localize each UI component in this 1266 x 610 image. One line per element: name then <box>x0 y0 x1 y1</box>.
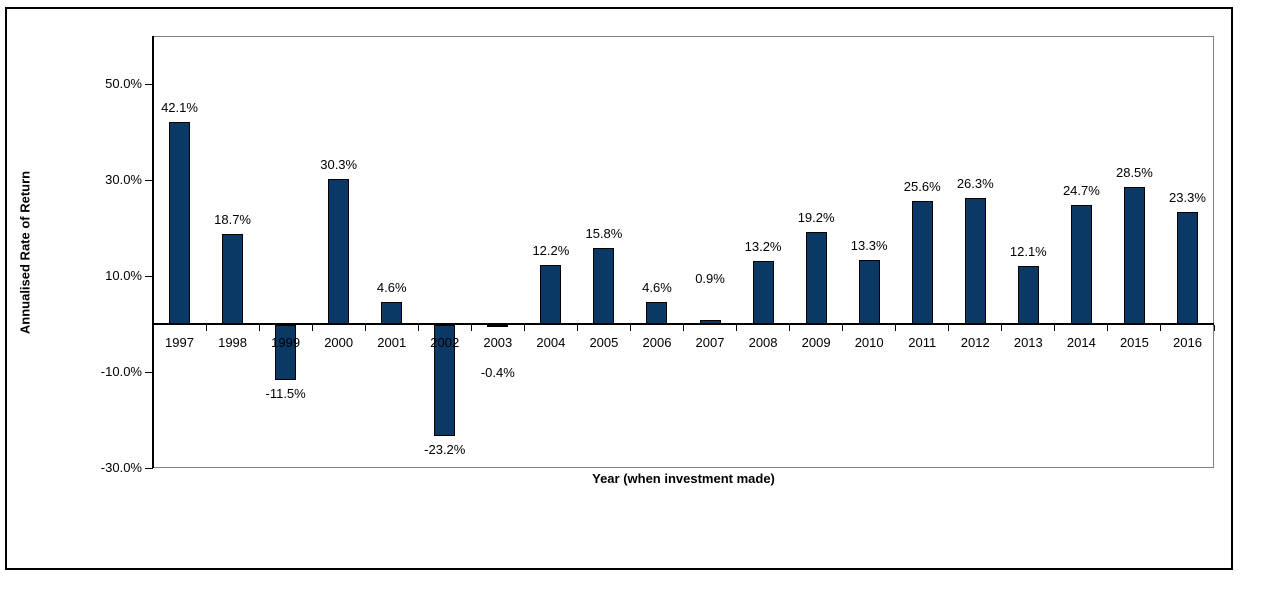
bar-1998 <box>222 234 244 324</box>
bar-2004 <box>540 265 562 324</box>
x-tick-mark <box>470 325 472 331</box>
x-tick-label-2014: 2014 <box>1066 335 1096 350</box>
x-tick-mark <box>311 325 313 331</box>
x-tick-label-2002: 2002 <box>430 335 460 350</box>
y-tick-label: -30.0% <box>100 460 142 475</box>
x-tick-label-1997: 1997 <box>165 335 194 350</box>
y-tick-label: 10.0% <box>105 268 142 283</box>
y-axis-title: Annualised Rate of Return <box>17 170 33 335</box>
x-tick-mark <box>683 325 684 331</box>
data-label-2007: 0.9% <box>695 271 725 286</box>
x-tick-label-2012: 2012 <box>960 335 990 350</box>
data-label-2005: 15.8% <box>585 226 623 241</box>
y-tick-mark <box>145 467 153 469</box>
data-label-2002: -23.2% <box>424 442 466 457</box>
data-label-2006: 4.6% <box>642 280 672 295</box>
bar-2012 <box>964 198 986 324</box>
x-tick-mark <box>629 325 631 331</box>
x-axis-line <box>153 323 1214 325</box>
bar-2009 <box>805 232 827 324</box>
x-tick-label-2016: 2016 <box>1173 335 1202 350</box>
x-axis-title: Year (when investment made) <box>592 471 775 486</box>
bar-2016 <box>1176 212 1198 324</box>
x-tick-label-2010: 2010 <box>854 335 884 350</box>
x-tick-label-2005: 2005 <box>589 335 619 350</box>
bar-2001 <box>381 302 403 324</box>
x-tick-mark <box>736 325 738 331</box>
bar-2002 <box>434 325 456 436</box>
x-tick-label-1999: 1999 <box>271 335 301 350</box>
x-tick-mark <box>1054 325 1056 331</box>
x-tick-mark <box>895 325 897 331</box>
x-tick-mark <box>948 325 950 331</box>
y-tick-mark <box>145 179 153 181</box>
data-label-2014: 24.7% <box>1062 183 1100 198</box>
bar-2000 <box>328 179 350 324</box>
bar-2011 <box>911 201 933 324</box>
x-tick-mark <box>1001 325 1003 331</box>
data-label-1998: 18.7% <box>214 212 251 227</box>
x-tick-label-2006: 2006 <box>642 335 672 350</box>
x-tick-label-2004: 2004 <box>536 335 566 350</box>
x-tick-mark <box>258 325 260 331</box>
data-label-2004: 12.2% <box>532 243 570 258</box>
data-label-2012: 26.3% <box>956 176 994 191</box>
y-tick-label: 30.0% <box>105 172 142 187</box>
bar-2013 <box>1017 266 1039 324</box>
x-tick-mark <box>364 325 366 331</box>
x-tick-label-2009: 2009 <box>801 335 831 350</box>
data-label-2011: 25.6% <box>903 179 941 194</box>
data-label-2016: 23.3% <box>1169 190 1206 205</box>
bar-2005 <box>593 248 615 324</box>
y-tick-label: -10.0% <box>100 364 142 379</box>
y-tick-mark <box>145 371 153 373</box>
y-tick-mark <box>145 275 153 277</box>
bar-2008 <box>752 261 774 324</box>
x-tick-mark <box>205 325 207 331</box>
x-tick-mark <box>523 325 525 331</box>
x-tick-label-2015: 2015 <box>1119 335 1149 350</box>
x-tick-label-2008: 2008 <box>748 335 778 350</box>
x-tick-mark <box>1160 325 1162 331</box>
x-tick-mark <box>1213 325 1215 331</box>
x-tick-label-2003: 2003 <box>483 335 513 350</box>
data-label-2001: 4.6% <box>376 280 407 295</box>
x-tick-label-2001: 2001 <box>377 335 407 350</box>
data-label-2009: 19.2% <box>797 210 835 225</box>
x-tick-label-1998: 1998 <box>218 335 248 350</box>
bar-2003 <box>487 325 509 327</box>
x-tick-mark <box>842 325 844 331</box>
x-tick-label-2011: 2011 <box>908 335 937 350</box>
data-label-2015: 28.5% <box>1115 165 1153 180</box>
bar-2014 <box>1070 205 1092 324</box>
bar-1997 <box>169 122 191 324</box>
x-tick-mark <box>152 325 154 331</box>
data-label-1997: 42.1% <box>161 100 198 115</box>
data-label-2010: 13.3% <box>850 238 888 253</box>
data-label-2008: 13.2% <box>744 239 782 254</box>
x-tick-mark <box>417 325 419 331</box>
bar-1999 <box>275 325 297 380</box>
x-tick-mark <box>1107 325 1109 331</box>
x-tick-label-2013: 2013 <box>1013 335 1043 350</box>
x-tick-mark <box>576 325 578 331</box>
bar-2010 <box>858 260 880 324</box>
data-label-2003: -0.4% <box>480 365 515 380</box>
x-tick-mark <box>789 325 791 331</box>
bar-2006 <box>646 302 668 324</box>
x-tick-label-2007: 2007 <box>695 335 725 350</box>
bar-2015 <box>1123 187 1145 324</box>
x-tick-label-2000: 2000 <box>324 335 354 350</box>
y-tick-label: 50.0% <box>105 76 142 91</box>
data-label-2013: 12.1% <box>1009 244 1047 259</box>
data-label-2000: 30.3% <box>320 157 358 172</box>
data-label-1999: -11.5% <box>265 386 306 401</box>
y-axis-line <box>152 36 154 468</box>
y-tick-mark <box>145 83 153 85</box>
